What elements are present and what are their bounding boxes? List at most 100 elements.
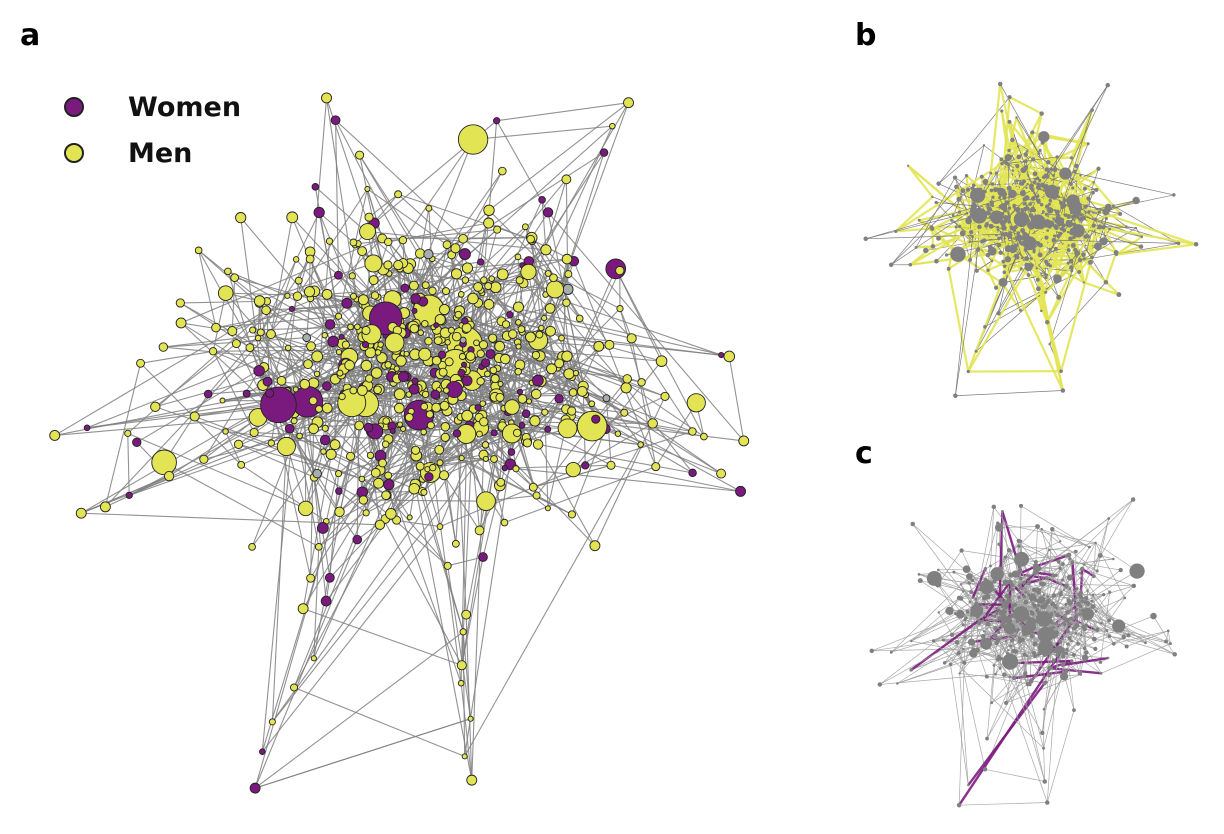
network-node-men xyxy=(1020,557,1025,561)
network-node-men xyxy=(1046,598,1051,603)
network-node-men xyxy=(1032,653,1038,659)
network-node-men xyxy=(1047,674,1051,678)
network-node-men xyxy=(497,166,507,176)
network-edge xyxy=(518,346,560,400)
network-node-men xyxy=(952,570,956,574)
network-edge xyxy=(382,139,474,270)
network-edge xyxy=(1035,526,1038,563)
network-node-men xyxy=(1020,637,1025,642)
network-node-men xyxy=(1013,606,1030,623)
network-edge xyxy=(375,430,446,438)
network-node-men xyxy=(1024,590,1027,594)
network-node-men xyxy=(889,650,893,654)
network-node-women xyxy=(1058,640,1063,645)
network-edge xyxy=(359,154,461,312)
network-node-women xyxy=(1061,647,1065,652)
network-node-women xyxy=(909,668,913,672)
network-edge xyxy=(455,247,523,333)
network-edge xyxy=(439,421,485,527)
network-node-men xyxy=(393,388,406,401)
network-node-unknown xyxy=(1043,604,1047,608)
network-edge xyxy=(537,270,621,445)
network-node-men xyxy=(1037,639,1054,656)
network-edge xyxy=(522,102,629,284)
network-node-men xyxy=(1061,637,1064,641)
network-node-men xyxy=(1033,674,1037,678)
network-node-men xyxy=(995,657,1001,662)
network-node-men xyxy=(347,323,354,331)
network-node-men xyxy=(1112,619,1126,633)
network-edge xyxy=(359,154,457,318)
network-node-women xyxy=(1061,654,1066,659)
network-node-men xyxy=(970,613,974,617)
network-node-men xyxy=(1027,582,1031,586)
network-edge xyxy=(368,193,399,218)
network-node-men xyxy=(967,581,971,585)
network-node-men xyxy=(1065,651,1069,655)
network-node-men xyxy=(514,367,522,376)
network-node-men xyxy=(1001,583,1005,587)
network-node-men xyxy=(1011,637,1015,642)
network-node-men xyxy=(515,319,522,326)
network-edge xyxy=(911,613,956,642)
network-node-men xyxy=(1059,672,1069,681)
network-edge xyxy=(318,212,354,297)
network-edge xyxy=(236,323,331,345)
network-edge xyxy=(203,370,260,460)
network-node-men xyxy=(1010,659,1014,664)
network-node-men xyxy=(1097,553,1103,558)
network-edge xyxy=(619,308,654,424)
network-node-men xyxy=(910,639,913,643)
network-node-women xyxy=(982,630,986,633)
network-node-men xyxy=(1082,646,1087,651)
network-edge xyxy=(539,152,605,357)
network-node-women xyxy=(967,638,975,646)
network-node-men xyxy=(937,611,940,614)
network-node-men xyxy=(1059,540,1062,543)
network-edge xyxy=(309,258,347,345)
network-node-women xyxy=(341,297,353,309)
network-node-men xyxy=(1029,633,1035,639)
network-edge xyxy=(304,384,327,602)
network-node-women xyxy=(982,584,986,588)
network-edge xyxy=(496,102,629,122)
network-node-men xyxy=(1124,644,1129,649)
network-node-men xyxy=(545,325,556,337)
network-edge xyxy=(463,237,532,240)
network-node-men xyxy=(1084,623,1089,628)
network-node-men xyxy=(1074,615,1078,620)
network-node-men xyxy=(1078,594,1084,600)
network-node-men xyxy=(1022,628,1025,631)
network-edge xyxy=(1085,518,1110,599)
network-edge xyxy=(461,408,505,666)
network-edge xyxy=(631,338,657,467)
network-node-women xyxy=(1016,538,1021,543)
network-edge xyxy=(350,431,372,457)
network-node-men xyxy=(1085,601,1091,606)
network-edge xyxy=(386,494,449,567)
network-node-men xyxy=(1172,652,1177,657)
network-node-men xyxy=(1043,618,1046,621)
network-edge xyxy=(258,303,262,333)
network-node-men xyxy=(955,609,965,619)
network-edge xyxy=(335,120,340,276)
network-node-women xyxy=(1048,548,1051,552)
network-node-women xyxy=(971,596,974,600)
network-node-men xyxy=(1004,593,1010,599)
network-node-women xyxy=(980,637,993,650)
network-node-men xyxy=(995,611,999,615)
network-node-men xyxy=(1053,610,1056,614)
network-node-men xyxy=(1036,631,1040,635)
network-node-women xyxy=(1099,672,1103,675)
network-node-men xyxy=(995,637,1001,643)
network-node-men xyxy=(934,580,942,588)
network-node-men xyxy=(564,270,573,279)
network-node-men xyxy=(1076,641,1081,646)
network-edge xyxy=(313,291,341,374)
node-group xyxy=(869,497,1177,808)
network-edge xyxy=(938,568,967,571)
network-node-men xyxy=(1061,578,1065,582)
network-node-men xyxy=(1038,650,1042,653)
network-node-men xyxy=(1094,541,1097,545)
network-node-men xyxy=(1056,560,1061,564)
